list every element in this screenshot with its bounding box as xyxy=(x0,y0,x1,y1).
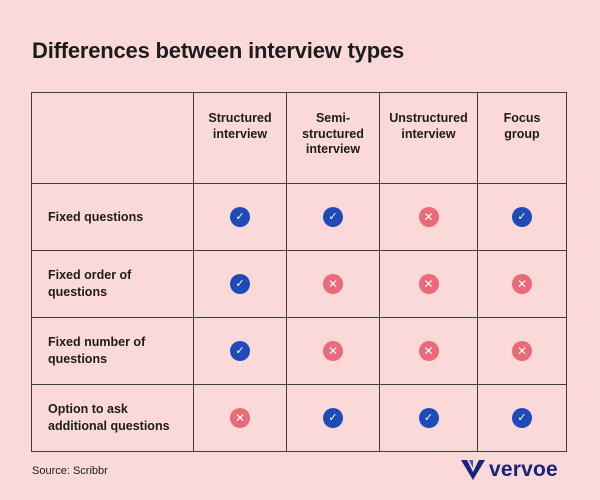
page-title: Differences between interview types xyxy=(32,38,405,63)
check-circle-icon: ✓ xyxy=(512,207,532,227)
brand-name: vervoe xyxy=(489,458,558,481)
column-header-unstructured: Unstructured interview xyxy=(379,92,478,184)
table-cell: ✕ xyxy=(286,250,380,318)
comparison-table: Structured interview Semi-structured inter… xyxy=(31,92,567,452)
cross-circle-icon: ✕ xyxy=(418,341,439,361)
table-cell: ✕ xyxy=(379,250,478,318)
check-circle-icon: ✓ xyxy=(323,408,343,428)
table-cell: ✓ xyxy=(286,183,380,251)
row-label: Fixed order of questions xyxy=(31,250,194,318)
cross-circle-icon: ✕ xyxy=(323,274,343,294)
table-cell: ✕ xyxy=(379,183,478,251)
row-label: Option to ask additional questions xyxy=(31,384,194,452)
cross-circle-icon: ✕ xyxy=(512,274,532,294)
check-circle-icon: ✓ xyxy=(512,408,532,428)
cross-circle-icon: ✕ xyxy=(512,341,532,361)
table-row: Fixed order of questions ✓ ✕ ✕ ✕ xyxy=(31,250,567,318)
table-row: Fixed number of questions ✓ ✕ ✕ ✕ xyxy=(31,317,567,385)
table-cell: ✕ xyxy=(477,317,567,385)
column-header-semi-structured: Semi-structured interview xyxy=(286,92,380,184)
cross-circle-icon: ✕ xyxy=(418,207,439,227)
check-circle-icon: ✓ xyxy=(230,274,250,294)
table-cell: ✕ xyxy=(379,317,478,385)
check-circle-icon: ✓ xyxy=(418,408,439,428)
check-circle-icon: ✓ xyxy=(230,341,250,361)
row-label: Fixed number of questions xyxy=(31,317,194,385)
source-note: Source: Scribbr xyxy=(32,465,108,477)
column-header-structured: Structured interview xyxy=(193,92,287,184)
header-row: Structured interview Semi-structured inter… xyxy=(31,92,567,184)
column-header-focus-group: Focus group xyxy=(477,92,567,184)
brand-logo: vervoe xyxy=(461,458,558,482)
table-row: Option to ask additional questions ✕ ✓ ✓ ✓ xyxy=(31,384,567,452)
check-circle-icon: ✓ xyxy=(230,207,250,227)
table-cell: ✓ xyxy=(379,384,478,452)
table-cell: ✕ xyxy=(286,317,380,385)
table-cell: ✓ xyxy=(193,250,287,318)
table-cell: ✓ xyxy=(193,183,287,251)
table-cell: ✓ xyxy=(286,384,380,452)
cross-circle-icon: ✕ xyxy=(323,341,343,361)
table-cell: ✓ xyxy=(193,317,287,385)
table-cell: ✓ xyxy=(477,384,567,452)
table-cell: ✓ xyxy=(477,183,567,251)
table-cell: ✕ xyxy=(477,250,567,318)
cross-circle-icon: ✕ xyxy=(418,274,439,294)
table-row: Fixed questions ✓ ✓ ✕ ✓ xyxy=(31,183,567,251)
check-circle-icon: ✓ xyxy=(323,207,343,227)
header-corner xyxy=(31,92,194,184)
vervoe-logo-icon xyxy=(461,460,485,480)
cross-circle-icon: ✕ xyxy=(230,408,250,428)
table-cell: ✕ xyxy=(193,384,287,452)
row-label: Fixed questions xyxy=(31,183,194,251)
